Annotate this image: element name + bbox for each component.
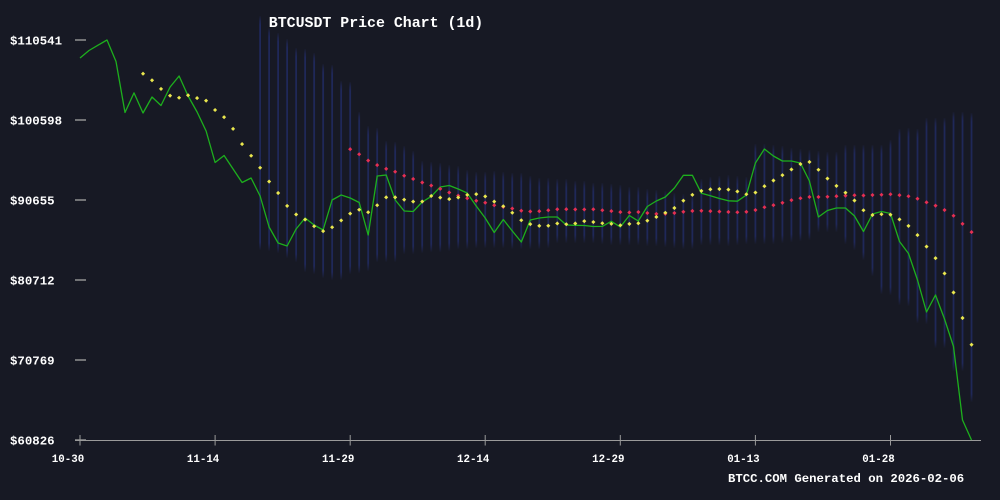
svg-text:$110541: $110541 xyxy=(10,35,62,49)
svg-text:12-14: 12-14 xyxy=(457,454,490,466)
svg-text:$80712: $80712 xyxy=(10,275,55,289)
svg-text:12-29: 12-29 xyxy=(592,454,624,466)
svg-text:11-29: 11-29 xyxy=(322,454,354,466)
svg-text:$70769: $70769 xyxy=(10,355,55,369)
svg-text:01-13: 01-13 xyxy=(727,454,759,466)
svg-text:10-30: 10-30 xyxy=(52,454,84,466)
svg-text:01-28: 01-28 xyxy=(862,454,894,466)
svg-text:BTCUSDT Price Chart (1d): BTCUSDT Price Chart (1d) xyxy=(269,16,483,32)
svg-text:$60826: $60826 xyxy=(10,435,55,449)
svg-text:$100598: $100598 xyxy=(10,115,62,129)
svg-text:$90655: $90655 xyxy=(10,195,55,209)
svg-text:BTCC.COM Generated on 2026-02-: BTCC.COM Generated on 2026-02-06 xyxy=(728,472,964,486)
svg-text:11-14: 11-14 xyxy=(187,454,220,466)
